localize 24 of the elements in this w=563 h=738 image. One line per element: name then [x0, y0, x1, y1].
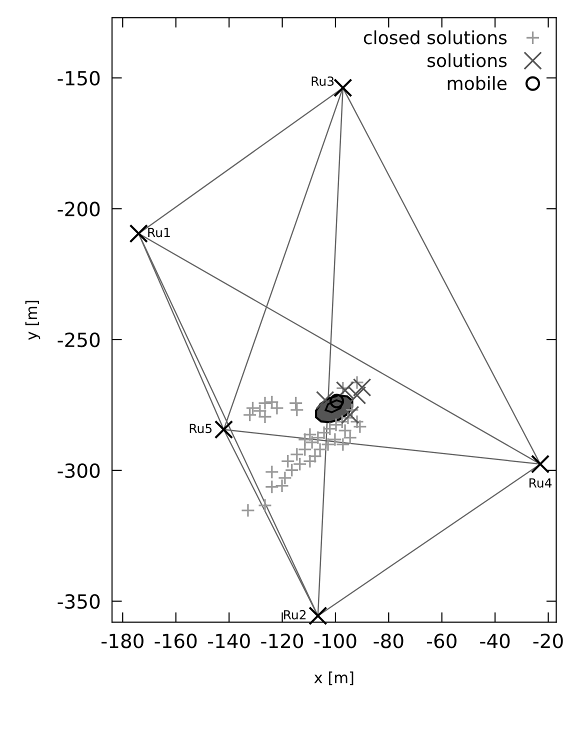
- legend-label: closed solutions: [364, 30, 507, 44]
- x-tick-label: -120: [261, 634, 304, 648]
- y-tick-label: -250: [58, 332, 100, 348]
- y-tick-label: -350: [58, 594, 100, 609]
- x-tick-label: -80: [374, 634, 404, 648]
- x-tick-label: -140: [208, 634, 250, 648]
- x-tick-label: -160: [154, 634, 197, 648]
- annotation: Ru3: [312, 76, 334, 86]
- annotation: Ru2: [284, 610, 306, 620]
- x-tick-label: -60: [426, 634, 456, 648]
- annotation: Ru1: [148, 228, 170, 238]
- y-tick-label: -300: [58, 463, 100, 478]
- x-tick-label: -180: [102, 634, 144, 648]
- y-axis-title: y [m]: [25, 300, 40, 340]
- y-tick-label: -200: [58, 202, 100, 216]
- x-axis-title: x [m]: [314, 672, 354, 686]
- legend-label: mobile: [448, 76, 507, 90]
- x-tick-label: -20: [533, 634, 563, 648]
- x-tick-label: -100: [314, 634, 356, 648]
- y-tick-label: -150: [58, 70, 100, 86]
- legend-label: solutions: [428, 53, 507, 68]
- annotation: Ru5: [190, 424, 212, 434]
- x-tick-label: -40: [480, 634, 510, 648]
- annotation: Ru4: [530, 478, 552, 488]
